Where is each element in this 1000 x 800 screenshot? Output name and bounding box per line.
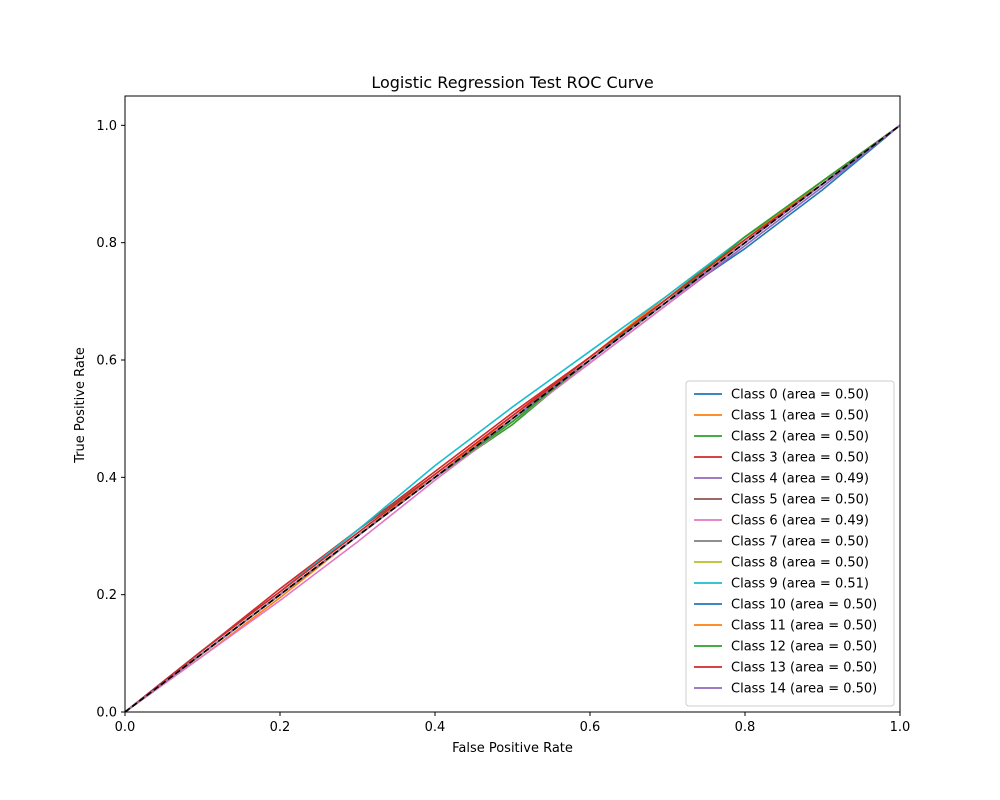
y-tick-label: 0.4 <box>96 471 117 486</box>
legend-label: Class 6 (area = 0.49) <box>731 514 869 529</box>
legend: Class 0 (area = 0.50) Class 1 (area = 0.5… <box>685 380 895 707</box>
legend-label: Class 13 (area = 0.50) <box>731 661 877 676</box>
legend-label: Class 8 (area = 0.50) <box>731 556 869 571</box>
legend-label: Class 4 (area = 0.49) <box>731 472 869 487</box>
legend-label: Class 5 (area = 0.50) <box>731 493 869 508</box>
legend-label: Class 2 (area = 0.50) <box>731 430 869 445</box>
series-group <box>125 124 900 712</box>
chart-title: Logistic Regression Test ROC Curve <box>371 73 653 92</box>
plot-area <box>124 95 901 713</box>
x-axis-label: False Positive Rate <box>452 741 573 756</box>
y-tick-label: 0.6 <box>96 354 117 369</box>
x-tick-label: 1.0 <box>890 720 911 735</box>
legend-label: Class 9 (area = 0.51) <box>731 577 869 592</box>
legend-box <box>685 380 895 707</box>
x-axis: 0.0 0.2 0.4 0.6 0.8 1.0 <box>115 712 911 735</box>
x-tick-label: 0.6 <box>580 720 601 735</box>
y-axis-label: True Positive Rate <box>73 347 88 464</box>
plot-frame <box>124 95 901 713</box>
legend-label: Class 1 (area = 0.50) <box>731 409 869 424</box>
legend-label: Class 10 (area = 0.50) <box>731 598 877 613</box>
y-tick-label: 0.8 <box>96 236 117 251</box>
y-tick-label: 0.2 <box>96 588 117 603</box>
series-line-class-13 <box>125 124 900 712</box>
legend-label: Class 12 (area = 0.50) <box>731 640 877 655</box>
legend-label: Class 14 (area = 0.50) <box>731 682 877 697</box>
reference-diagonal-line <box>125 124 900 712</box>
x-tick-label: 0.4 <box>425 720 446 735</box>
y-tick-label: 1.0 <box>96 119 117 134</box>
y-tick-label: 0.0 <box>96 706 117 721</box>
legend-label: Class 11 (area = 0.50) <box>731 619 877 634</box>
y-axis: 0.0 0.2 0.4 0.6 0.8 1.0 <box>96 119 125 721</box>
x-tick-label: 0.2 <box>270 720 291 735</box>
legend-label: Class 7 (area = 0.50) <box>731 535 869 550</box>
x-tick-label: 0.0 <box>115 720 136 735</box>
x-tick-label: 0.8 <box>735 720 756 735</box>
legend-label: Class 3 (area = 0.50) <box>731 451 869 466</box>
legend-label: Class 0 (area = 0.50) <box>731 388 869 403</box>
